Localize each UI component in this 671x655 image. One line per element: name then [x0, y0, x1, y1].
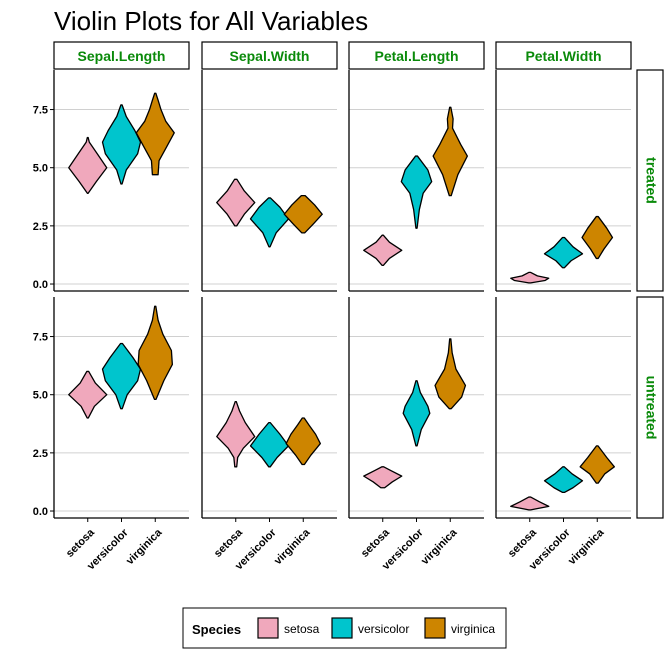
violin-versicolor — [101, 104, 142, 185]
column-strip-label: Petal.Length — [374, 48, 458, 64]
legend-label: versicolor — [358, 622, 409, 636]
x-tick-label: virginica — [566, 526, 607, 567]
y-tick-label: 7.5 — [33, 332, 48, 344]
column-strip-label: Sepal.Length — [78, 48, 166, 64]
legend-key-versicolor — [331, 617, 353, 639]
x-tick-label: setosa — [359, 526, 393, 560]
legend-key-virginica — [424, 617, 446, 639]
violin-virginica — [137, 305, 173, 401]
violin-virginica — [581, 215, 614, 260]
violin-setosa — [363, 466, 403, 489]
violin-virginica — [579, 445, 615, 484]
y-tick-label: 5.0 — [33, 163, 48, 175]
y-tick-label: 5.0 — [33, 390, 48, 402]
violin-setosa — [363, 234, 403, 267]
violin-setosa — [68, 370, 108, 419]
chart-title: Violin Plots for All Variables — [54, 6, 368, 36]
facet-panels: Sepal.Length Sepal.Width Petal.Length Petal… — [33, 41, 664, 572]
violin-setosa — [68, 136, 108, 194]
violin-virginica — [135, 92, 175, 176]
x-tick-label: setosa — [212, 526, 246, 560]
violin-virginica — [283, 194, 323, 234]
y-tick-label: 2.5 — [33, 221, 48, 233]
column-strip-label: Petal.Width — [525, 48, 601, 64]
violin-versicolor — [101, 342, 142, 410]
x-tick-label: virginica — [124, 526, 165, 567]
violin-versicolor — [249, 421, 290, 468]
x-tick-label: setosa — [64, 526, 98, 560]
violin-versicolor — [402, 380, 431, 447]
column-strip: Petal.Length — [348, 41, 485, 70]
y-tick-label: 2.5 — [33, 448, 48, 460]
column-strip-label: Sepal.Width — [230, 48, 310, 64]
column-strip: Sepal.Width — [201, 41, 338, 70]
panel — [495, 70, 631, 292]
legend-key-setosa — [257, 617, 279, 639]
y-tick-label: 7.5 — [33, 105, 48, 117]
violin-versicolor — [543, 466, 584, 494]
x-tick-label: setosa — [506, 526, 540, 560]
violin-virginica — [432, 106, 468, 197]
row-strip: untreated — [636, 296, 664, 519]
legend: Species setosa versicolor virginica — [182, 607, 507, 649]
violin-setosa — [216, 401, 256, 468]
row-strip-label: untreated — [643, 376, 659, 440]
violin-versicolor — [400, 155, 433, 229]
x-tick-label: virginica — [272, 526, 313, 567]
violin-virginica — [434, 338, 467, 410]
legend-label: setosa — [284, 622, 320, 636]
violin-virginica — [285, 417, 321, 466]
row-strip-label: treated — [643, 157, 659, 204]
violin-versicolor — [543, 236, 584, 269]
violin-versicolor — [249, 197, 290, 248]
column-strip: Petal.Width — [495, 41, 632, 70]
x-tick-label: virginica — [419, 526, 460, 567]
panel — [495, 297, 631, 519]
row-strip: treated — [636, 69, 664, 292]
column-strip: Sepal.Length — [53, 41, 190, 70]
panel — [201, 70, 337, 292]
legend-title: Species — [192, 622, 241, 637]
violin-setosa — [216, 178, 256, 227]
violin-setosa — [510, 271, 550, 284]
y-tick-label: 0.0 — [33, 506, 48, 518]
panel — [201, 297, 337, 519]
violin-setosa — [510, 496, 550, 511]
y-tick-label: 0.0 — [33, 279, 48, 291]
legend-label: virginica — [451, 622, 495, 636]
